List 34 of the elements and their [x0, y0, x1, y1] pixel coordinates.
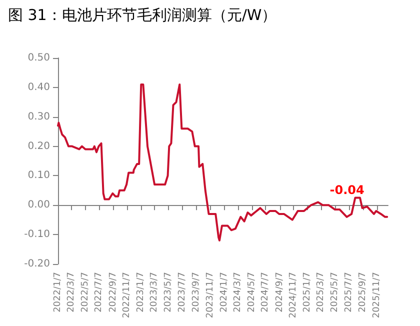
y-tick-label: 0.00 [28, 200, 50, 211]
chart-title: 图 31：电池片环节毛利润测算（元/W） [8, 6, 277, 25]
x-tick-label: 2025/5/7 [330, 272, 340, 312]
x-tick-label: 2025/3/7 [316, 272, 326, 312]
y-tick-label: 0.20 [28, 140, 50, 152]
x-tick-label: 2024/11/7 [288, 272, 299, 318]
x-tick-label: 2024/9/7 [274, 272, 285, 312]
x-tick-label: 2025/9/7 [358, 272, 368, 312]
x-tick-label: 2025/1/7 [302, 272, 313, 312]
y-tick-label: 0.10 [28, 170, 50, 182]
x-tick-label: 2022/1/7 [53, 272, 63, 312]
x-tick-label: 2022/7/7 [94, 272, 104, 312]
x-tick-label: 2025/7/7 [344, 272, 354, 312]
x-tick-label: 2023/7/7 [177, 272, 188, 312]
x-tick-label: 2023/1/7 [136, 272, 146, 312]
y-tick-label: 0.40 [28, 82, 50, 93]
x-tick-label: 2024/3/7 [232, 272, 243, 312]
y-tick-label: -0.10 [24, 229, 50, 240]
x-tick-label: 2022/9/7 [108, 272, 118, 312]
x-tick-label: 2022/11/7 [122, 272, 132, 318]
y-tick-label: 0.30 [28, 111, 50, 122]
x-tick-label: 2022/5/7 [80, 272, 90, 312]
x-tick-label: 2023/5/7 [163, 272, 174, 312]
y-tick-label: -0.20 [24, 258, 50, 270]
x-tick-label: 2024/5/7 [246, 272, 257, 312]
x-tick-label: 2024/7/7 [260, 272, 271, 312]
x-tick-label: 2025/11/7 [372, 272, 382, 318]
x-tick-label: 2023/11/7 [205, 272, 216, 318]
y-tick-label: 0.50 [28, 52, 50, 64]
x-tick-label: 2022/3/7 [66, 272, 76, 312]
x-tick-label: 2023/9/7 [191, 272, 202, 312]
x-tick-label: 2023/3/7 [150, 272, 160, 312]
annotation: -0.04 [330, 182, 364, 197]
x-tick-label: 2024/1/7 [219, 272, 230, 312]
